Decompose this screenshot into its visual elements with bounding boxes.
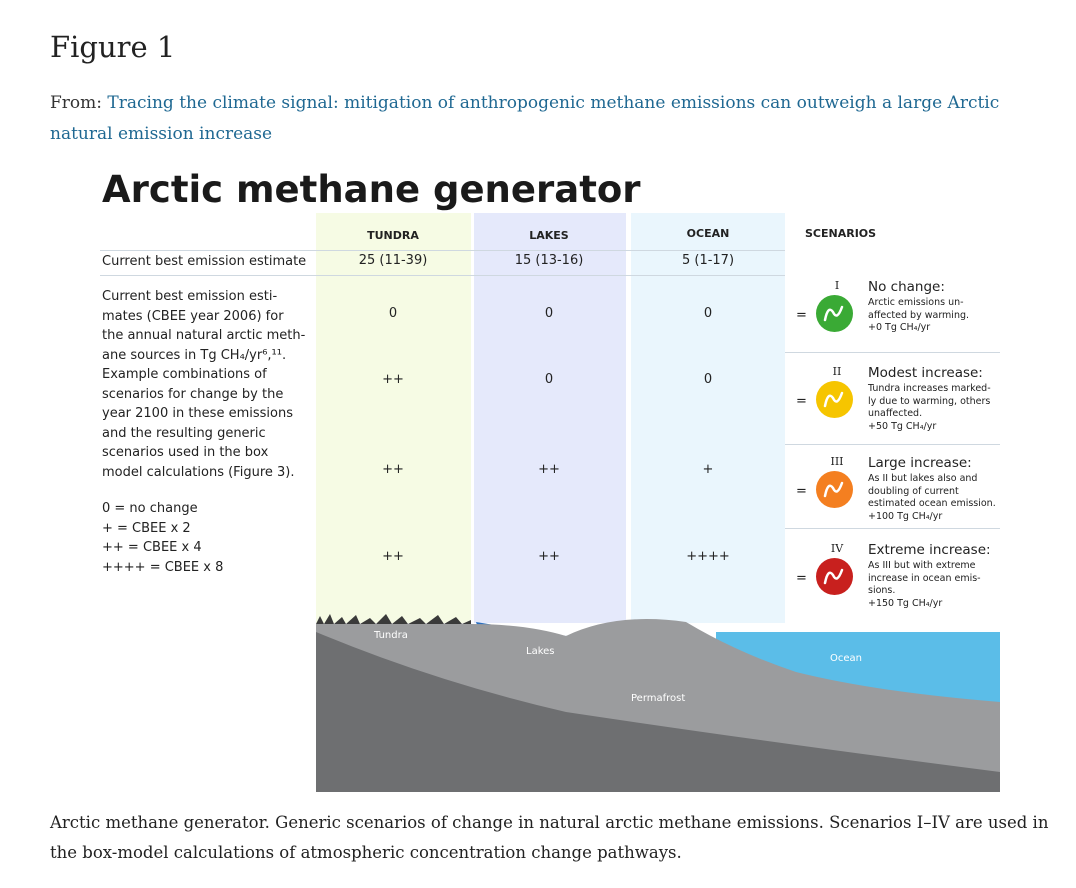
divider — [785, 444, 1000, 445]
equals-sign: = — [796, 571, 807, 586]
estimate-lakes: 15 (13-16) — [514, 253, 584, 268]
equals-sign: = — [796, 484, 807, 499]
scenario-numeral: II — [832, 365, 842, 378]
label-tundra: Tundra — [373, 630, 408, 641]
header-scenarios: SCENARIOS — [805, 227, 877, 240]
scenario-4: IV = Extreme increase: As III but with e… — [796, 542, 1030, 612]
equals-sign: = — [796, 308, 807, 323]
label-permafrost: Permafrost — [631, 693, 685, 704]
row-cell: 0 — [544, 306, 554, 321]
estimate-ocean: 5 (1-17) — [681, 253, 735, 268]
estimate-label: Current best emission estimate — [102, 254, 307, 269]
label-ocean: Ocean — [830, 653, 862, 664]
estimate-tundra: 25 (11-39) — [358, 253, 428, 268]
figure-caption: Arctic methane generator. Generic scenar… — [50, 813, 1049, 862]
lakes-column — [474, 213, 626, 623]
scenario-title: Modest increase: — [868, 365, 983, 381]
wave-icon — [816, 381, 853, 418]
scenario-numeral: III — [830, 455, 844, 468]
image-title: Arctic methane generator — [102, 168, 641, 211]
scenario-title: Extreme increase: — [868, 542, 991, 558]
row-cell: ++ — [382, 462, 404, 477]
article-link[interactable]: Tracing the climate signal: mitigation o… — [50, 93, 1000, 144]
wave-icon — [816, 295, 853, 332]
scenario-description: As III but with extreme increase in ocea… — [868, 560, 981, 609]
scenario-description: As II but lakes also and doubling of cur… — [868, 473, 996, 522]
scenario-title: Large increase: — [868, 455, 972, 471]
row-cell: ++++ — [686, 549, 730, 564]
legend: 0 = no change + = CBEE x 2 ++ = CBEE x 4 ++… — [102, 501, 224, 575]
divider — [100, 275, 785, 276]
label-lakes: Lakes — [526, 646, 555, 657]
divider — [100, 250, 785, 251]
scenario-1: I = No change: Arctic emissions un- affe… — [796, 279, 1030, 349]
wave-icon — [816, 558, 853, 595]
row-cell: + — [702, 462, 714, 477]
divider — [785, 352, 1000, 353]
row-cell: 0 — [388, 306, 398, 321]
figure-title: Figure 1 — [50, 30, 176, 64]
row-cell: ++ — [382, 372, 404, 387]
row-cell: 0 — [703, 306, 713, 321]
tundra-column — [316, 213, 471, 623]
scenario-numeral: IV — [830, 542, 844, 555]
row-cell: ++ — [538, 549, 560, 564]
scenario-description: Arctic emissions un- affected by warming… — [868, 297, 970, 333]
scenario-3: III = Large increase: As II but lakes al… — [796, 455, 1030, 525]
header-lakes: LAKES — [529, 229, 569, 242]
scenario-numeral: I — [834, 279, 840, 292]
scenario-2: II = Modest increase: Tundra increases m… — [796, 365, 1030, 435]
scenario-title: No change: — [868, 279, 945, 295]
header-tundra: TUNDRA — [367, 229, 419, 242]
ocean-column — [631, 213, 785, 623]
wave-icon — [816, 471, 853, 508]
landscape-illustration: Tundra Lakes Ocean Permafrost — [316, 614, 1000, 792]
divider — [785, 528, 1000, 529]
description: Current best emission esti-mates (CBEE y… — [102, 289, 306, 480]
figure-source: From: Tracing the climate signal: mitiga… — [50, 88, 1050, 150]
equals-sign: = — [796, 394, 807, 409]
row-cell: 0 — [703, 372, 713, 387]
header-ocean: OCEAN — [686, 227, 730, 240]
row-cell: 0 — [544, 372, 554, 387]
row-cell: ++ — [382, 549, 404, 564]
scenario-description: Tundra increases marked- ly due to warmi… — [868, 383, 991, 432]
from-label: From: — [50, 93, 103, 113]
row-cell: ++ — [538, 462, 560, 477]
